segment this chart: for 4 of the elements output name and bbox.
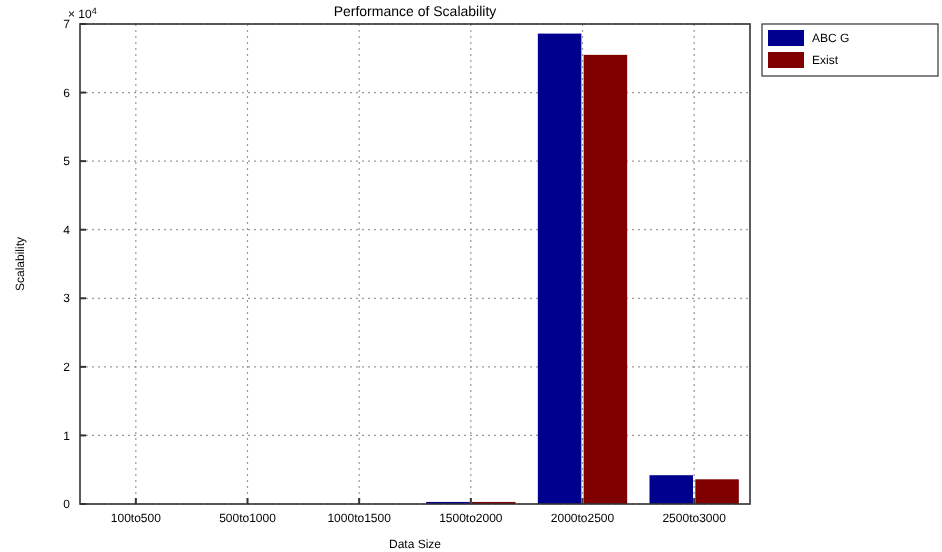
bar bbox=[649, 475, 694, 504]
bar bbox=[537, 33, 582, 504]
bar bbox=[695, 479, 739, 504]
bar bbox=[583, 54, 628, 504]
